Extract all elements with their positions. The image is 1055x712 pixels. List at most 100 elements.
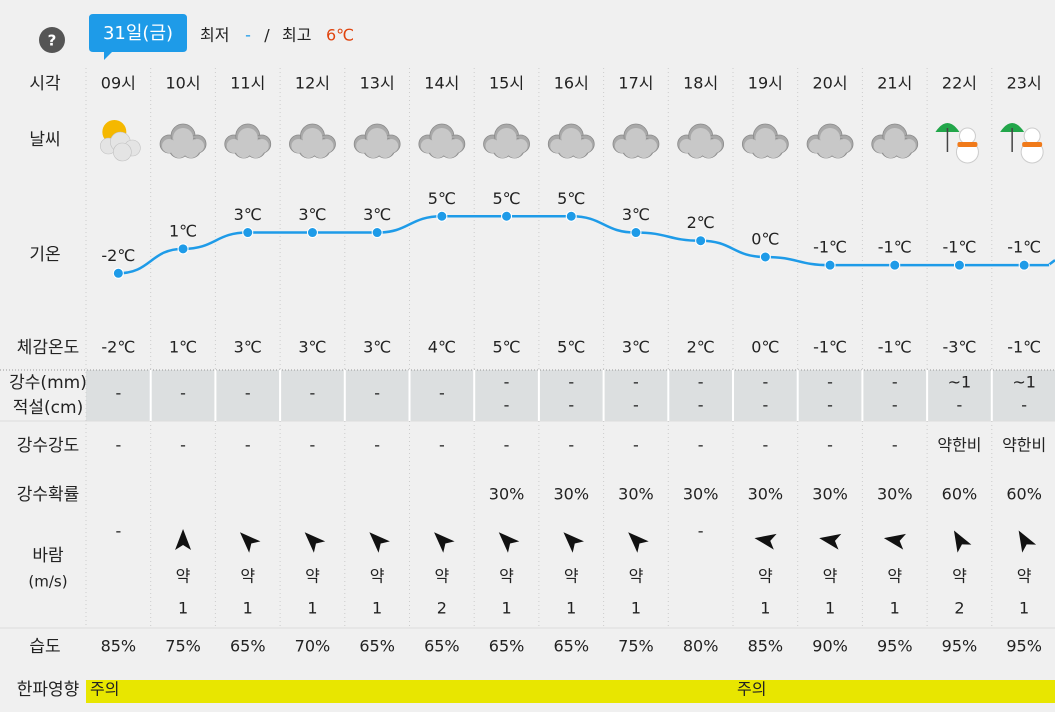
wind-strength: 약 [758,567,773,586]
wind-speed: 1 [501,599,511,618]
precip-probability: 60% [942,485,978,504]
hour: 10시 [166,74,201,93]
precip: - [633,373,639,392]
hour: 18시 [683,74,718,93]
temperature-point [436,210,448,222]
cold-wave: 주의 [737,680,766,699]
wind-speed: 1 [1019,599,1029,618]
weather-icon [547,123,595,159]
date-tag [89,14,187,60]
feels-like: 3℃ [622,338,650,357]
precip-intensity: - [439,436,445,455]
snowman-head [958,127,976,145]
snow: - [957,396,963,415]
snow: - [1021,396,1027,415]
cloud-part [365,142,382,158]
weather-icon [677,123,725,159]
wind-strength: 약 [952,567,967,586]
wind-strength: 약 [370,567,385,586]
hour: 16시 [554,74,589,93]
feels-like: 3℃ [363,338,391,357]
precip: - [180,384,186,403]
row-label: 바람 [32,546,64,566]
wind-strength: 약 [240,567,255,586]
date: 31일(금) [103,23,173,44]
precip-intensity: 약한비 [937,436,981,455]
row-label: 강수강도 [17,436,80,456]
wind-arrow [754,533,777,550]
humidity: 75% [618,637,654,656]
precip-probability: 30% [683,485,719,504]
wind-arrow [239,532,261,553]
humidity: 65% [230,637,266,656]
cloud-part [300,142,317,158]
temperature-point [306,227,318,239]
humidity: 65% [424,637,460,656]
row-label: 체감온도 [17,338,80,358]
snow: - [698,396,704,415]
weather-icon [935,123,979,164]
precip-intensity: - [698,436,704,455]
temperature-point [177,243,189,255]
row-label: 기온 [29,245,60,265]
weather-icon [100,120,141,162]
wind-speed: 2 [437,599,447,618]
hour: 09시 [101,74,136,93]
precip-probability: 60% [1006,485,1042,504]
precip: - [568,373,574,392]
precip-intensity: - [762,436,768,455]
temperature-label: -1℃ [813,238,847,257]
precip-probability: 30% [877,485,913,504]
precip-band [86,370,1055,421]
wind-speed: 2 [954,599,964,618]
humidity: 75% [165,637,201,656]
temperature-point [1018,259,1030,271]
max-value: 6℃ [326,26,354,45]
temperature-label: 5℃ [428,189,456,208]
humidity: 70% [295,637,331,656]
feels-like: 0℃ [751,338,779,357]
precip: - [698,373,704,392]
help-icon[interactable]: ? [48,32,57,50]
precip: - [245,384,251,403]
precip: - [310,384,316,403]
precip-intensity: 약한비 [1002,436,1046,455]
wind-strength: 약 [434,567,449,586]
temperature-label: 2℃ [687,213,715,232]
weather-icon [353,123,401,159]
hour: 21시 [877,74,912,93]
snow: - [762,396,768,415]
precip: - [439,384,445,403]
precip: - [504,373,510,392]
humidity: 90% [812,637,848,656]
cold-wave-bar [86,680,1055,703]
cloud-part [183,142,200,158]
help-button[interactable] [39,27,65,53]
wind-strength: 약 [564,567,579,586]
snow: - [827,396,833,415]
feels-like: -1℃ [813,338,847,357]
cloud-part [688,142,705,158]
precip-intensity: - [310,436,316,455]
precip-intensity: - [892,436,898,455]
max-label: 최고 [282,26,311,45]
cloud-part [753,142,770,158]
scarf [957,142,978,147]
humidity: 80% [683,637,719,656]
humidity: 65% [489,637,525,656]
humidity: 85% [101,637,137,656]
snowman-head [1023,127,1041,145]
snow: - [633,396,639,415]
temperature-point [953,259,965,271]
cold-wave: 주의 [90,680,119,699]
humidity: 65% [553,637,589,656]
row-label: 날씨 [29,130,60,150]
precip-probability: 30% [812,485,848,504]
temperature-label: 3℃ [363,205,391,224]
cloud-part [700,142,717,158]
cloud-part [171,142,188,158]
cloud-part [894,142,911,158]
wind-speed: 1 [178,599,188,618]
wind-speed: 1 [760,599,770,618]
cloud-part [441,142,458,158]
